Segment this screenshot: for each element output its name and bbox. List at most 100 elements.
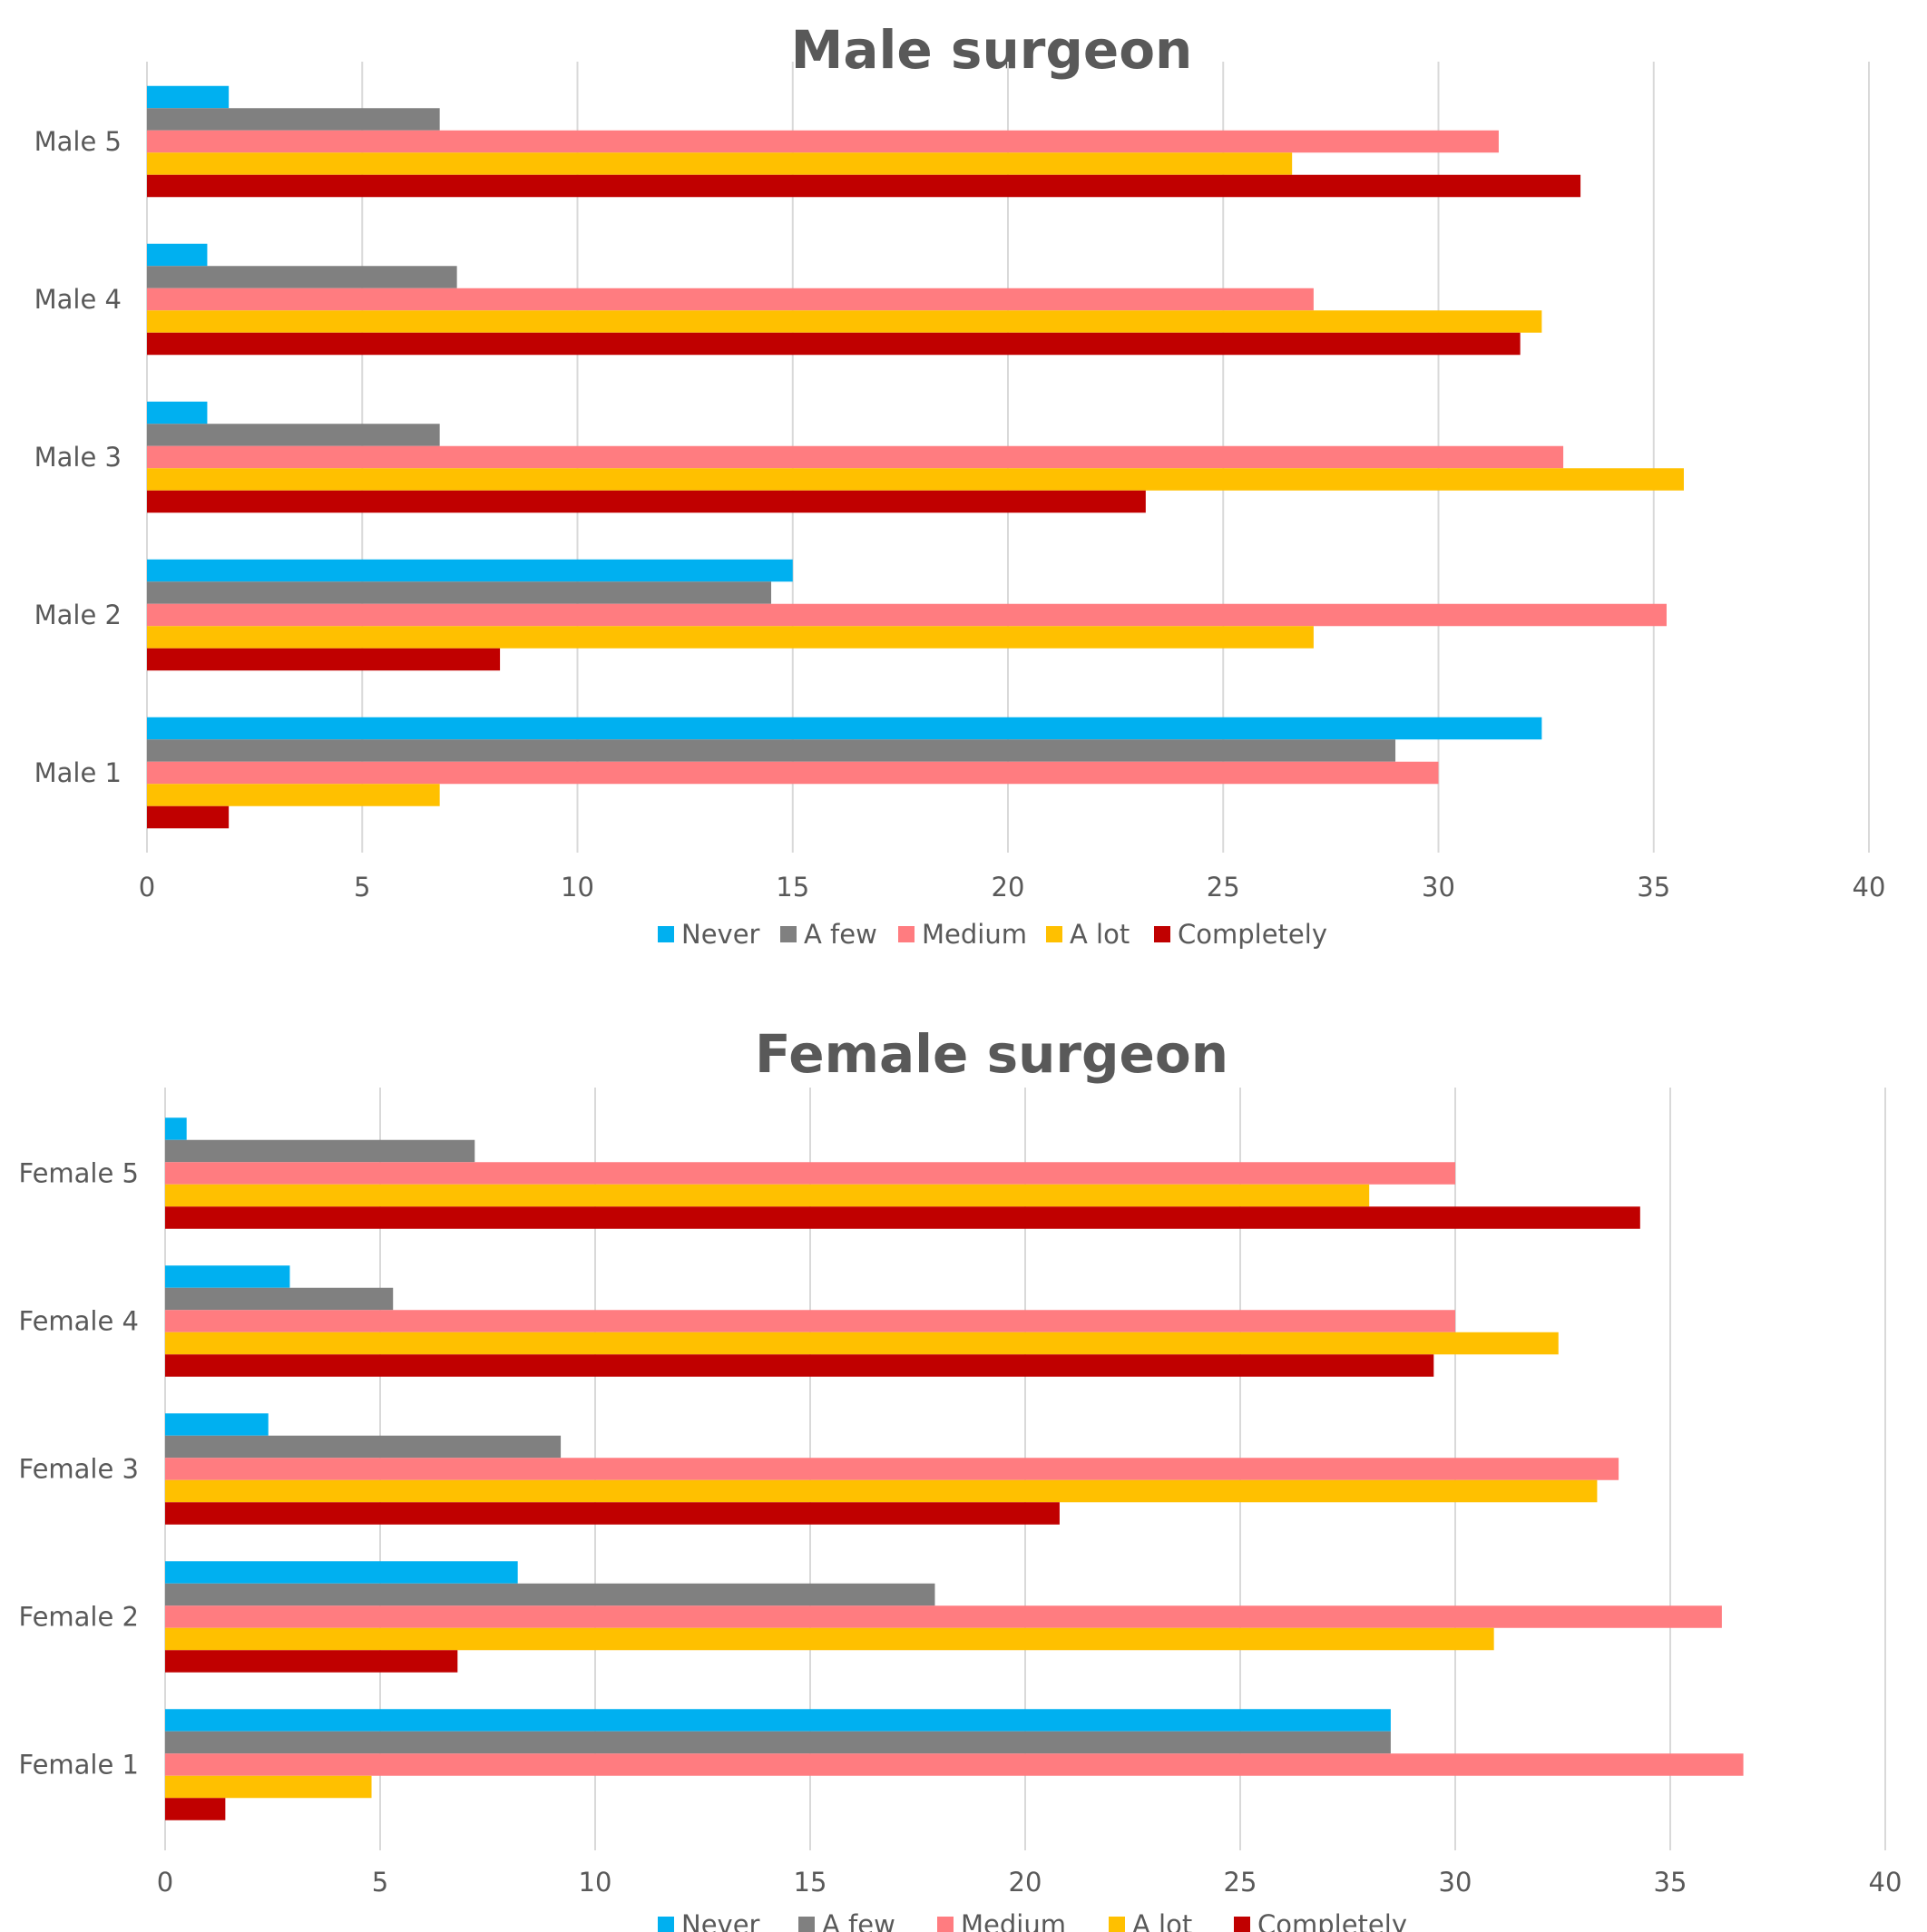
male-bar-medium	[147, 761, 1439, 785]
male-surgeon-chart-svg: Male surgeon 0 5 10 15 20 25 30 35 40 Male 1 Male 2…	[34, 19, 1886, 950]
male-bar-medium	[147, 130, 1499, 153]
male-legend-swatch	[1046, 926, 1062, 942]
male-legend-label: A lot	[1070, 919, 1130, 950]
female-x-tick-label: 15	[794, 1867, 827, 1898]
male-bar-a-lot	[147, 310, 1542, 333]
male-bar-a-lot	[147, 152, 1293, 175]
female-legend-swatch	[658, 1917, 674, 1932]
female-bar-a-lot	[165, 1479, 1598, 1503]
female-bar-medium	[165, 1458, 1619, 1480]
male-x-tick-label: 35	[1637, 872, 1670, 903]
male-category-label: Male 4	[34, 284, 122, 315]
male-bar-completely	[147, 490, 1146, 513]
male-x-tick-label: 0	[139, 872, 155, 903]
female-bar-never	[165, 1561, 518, 1584]
female-surgeon-chart: Female surgeon 0 5 10 15 20 25 30 35 40 Female 1 Fe…	[0, 1002, 1927, 1932]
male-bar-completely	[147, 805, 230, 829]
male-legend-swatch	[658, 926, 674, 942]
male-surgeon-chart: Male surgeon 0 5 10 15 20 25 30 35 40 Male 1 Male 2…	[34, 19, 1886, 950]
female-legend-swatch	[937, 1917, 954, 1932]
female-bar-a-lot	[165, 1627, 1494, 1651]
female-bar-completely	[165, 1206, 1640, 1229]
male-bar-a-few	[147, 739, 1396, 762]
female-category-label: Female 2	[18, 1602, 139, 1633]
female-bar-completely	[165, 1798, 226, 1820]
male-bar-medium	[147, 445, 1564, 469]
male-bar-never	[147, 717, 1542, 740]
male-bar-never	[147, 243, 208, 267]
male-category-label: Male 1	[34, 757, 122, 788]
male-bar-never	[147, 401, 208, 424]
male-legend-label: Never	[681, 919, 760, 950]
male-legend-label: Medium	[922, 919, 1027, 950]
female-category-label: Female 4	[18, 1306, 139, 1337]
female-bar-a-lot	[165, 1332, 1559, 1355]
female-x-tick-label: 5	[372, 1867, 388, 1898]
female-surgeon-chart-svg: Female surgeon 0 5 10 15 20 25 30 35 40 Female 1 Fe…	[18, 1023, 1903, 1932]
female-x-tick-label: 10	[579, 1867, 612, 1898]
male-bar-completely	[147, 648, 501, 671]
female-bar-never	[165, 1117, 187, 1140]
male-bar-a-lot	[147, 626, 1314, 649]
female-bar-medium	[165, 1310, 1455, 1332]
male-bar-a-few	[147, 581, 772, 604]
female-bar-medium	[165, 1753, 1744, 1776]
female-bar-completely	[165, 1354, 1434, 1377]
male-x-tick-label: 10	[561, 872, 594, 903]
male-bar-completely	[147, 332, 1521, 356]
female-category-label: Female 3	[18, 1454, 139, 1485]
female-bar-completely	[165, 1502, 1060, 1525]
male-bar-medium	[147, 288, 1314, 311]
male-category-label: Male 5	[34, 126, 122, 157]
male-x-tick-label: 30	[1422, 872, 1455, 903]
male-category-label: Male 3	[34, 442, 122, 473]
female-x-tick-label: 30	[1439, 1867, 1472, 1898]
female-x-tick-label: 40	[1869, 1867, 1903, 1898]
female-legend-swatch	[1234, 1917, 1250, 1932]
female-legend-label: Never	[681, 1909, 760, 1932]
male-bar-never	[147, 85, 230, 109]
female-legend-label: Medium	[961, 1909, 1066, 1932]
male-bar-medium	[147, 603, 1667, 627]
male-bar-completely	[147, 174, 1581, 198]
female-bar-a-lot	[165, 1775, 372, 1799]
male-chart-title: Male surgeon	[791, 19, 1193, 81]
female-bar-never	[165, 1265, 290, 1288]
female-legend-swatch	[1109, 1917, 1125, 1932]
female-chart-title: Female surgeon	[755, 1023, 1228, 1085]
male-bar-a-lot	[147, 784, 440, 806]
male-x-tick-label: 40	[1853, 872, 1886, 903]
male-legend-swatch	[1154, 926, 1170, 942]
male-category-label: Male 2	[34, 600, 122, 630]
female-bar-a-few	[165, 1435, 562, 1459]
female-bar-never	[165, 1709, 1391, 1732]
female-category-label: Female 1	[18, 1750, 139, 1781]
female-category-label: Female 5	[18, 1158, 139, 1189]
female-bar-never	[165, 1413, 269, 1436]
male-legend-label: Completely	[1178, 919, 1327, 950]
male-x-tick-label: 25	[1207, 872, 1240, 903]
male-bar-never	[147, 559, 793, 582]
female-x-tick-label: 25	[1224, 1867, 1257, 1898]
female-bar-medium	[165, 1162, 1455, 1185]
female-bar-a-few	[165, 1287, 394, 1311]
male-bar-a-few	[147, 108, 440, 131]
female-legend-label: A few	[822, 1909, 895, 1932]
male-legend-swatch	[780, 926, 797, 942]
female-bar-medium	[165, 1605, 1722, 1628]
female-legend-label: A lot	[1132, 1909, 1192, 1932]
male-bar-a-few	[147, 266, 457, 288]
female-bar-a-lot	[165, 1184, 1370, 1207]
female-legend-label: Completely	[1257, 1909, 1407, 1932]
male-bar-a-lot	[147, 468, 1684, 491]
female-bar-a-few	[165, 1731, 1391, 1754]
female-bar-a-few	[165, 1139, 475, 1163]
male-x-tick-label: 15	[776, 872, 809, 903]
male-bar-a-few	[147, 424, 440, 446]
male-x-tick-label: 5	[354, 872, 370, 903]
male-x-tick-label: 20	[992, 872, 1025, 903]
female-x-tick-label: 20	[1009, 1867, 1042, 1898]
female-x-tick-label: 35	[1654, 1867, 1687, 1898]
female-bar-completely	[165, 1650, 458, 1673]
male-legend-label: A few	[804, 919, 877, 950]
